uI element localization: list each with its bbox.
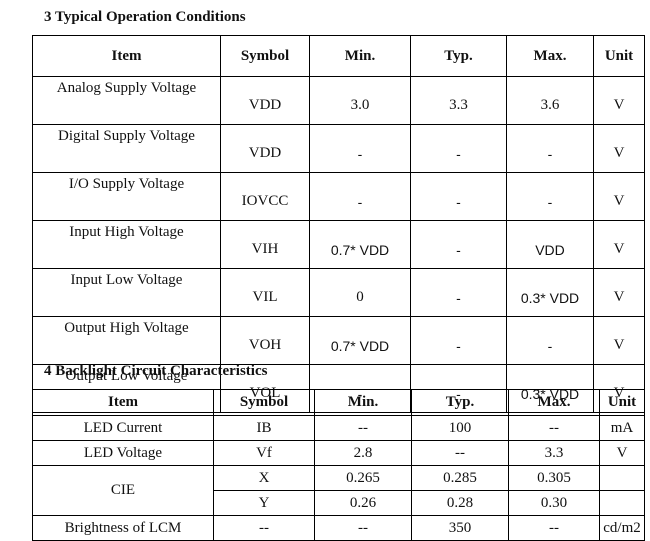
header-typ: Typ. <box>410 35 507 77</box>
table-header-row: Item Symbol Min. Typ. Max. Unit <box>32 35 645 77</box>
cell-min: 0.26 <box>314 490 412 516</box>
cell-symbol: Vf <box>213 440 315 466</box>
cell-unit: V <box>593 268 645 317</box>
cell-typ: - <box>410 124 507 173</box>
table-row: Digital Supply Voltage VDD - - - V <box>32 124 645 173</box>
header-symbol: Symbol <box>213 389 315 416</box>
cell-typ: - <box>410 220 507 269</box>
cell-item: Input Low Voltage <box>32 268 221 317</box>
header-typ: Typ. <box>411 389 509 416</box>
cell-symbol: VDD <box>220 76 310 125</box>
table-row: Analog Supply Voltage VDD 3.0 3.3 3.6 V <box>32 76 645 125</box>
cell-min: -- <box>314 415 412 441</box>
cell-typ: 350 <box>411 515 509 541</box>
cell-unit: mA <box>599 415 645 441</box>
cell-item: LED Voltage <box>32 440 214 466</box>
table-row: LED Voltage Vf 2.8 -- 3.3 V <box>32 440 645 466</box>
table-row: I/O Supply Voltage IOVCC - - - V <box>32 172 645 221</box>
cell-max: - <box>506 172 594 221</box>
cell-min: 0 <box>309 268 411 317</box>
table-row: Y 0.26 0.28 0.30 <box>33 490 645 516</box>
cell-max: 0.3* VDD <box>506 268 594 317</box>
cell-min: - <box>309 172 411 221</box>
header-item: Item <box>32 35 221 77</box>
cell-min: - <box>309 124 411 173</box>
cell-unit <box>599 490 645 516</box>
cell-typ: - <box>410 316 507 365</box>
cell-unit: cd/m2 <box>599 515 645 541</box>
cell-typ: 0.28 <box>411 490 509 516</box>
header-max: Max. <box>508 389 600 416</box>
header-unit: Unit <box>599 389 645 416</box>
header-min: Min. <box>309 35 411 77</box>
cell-symbol: Y <box>213 490 315 516</box>
table-row: Output High Voltage VOH 0.7* VDD - - V <box>32 316 645 365</box>
cell-typ: 3.3 <box>410 76 507 125</box>
cell-max: 3.6 <box>506 76 594 125</box>
cell-typ: -- <box>411 440 509 466</box>
table-row: LED Current IB -- 100 -- mA <box>32 415 645 441</box>
cell-unit: V <box>593 172 645 221</box>
cell-item: LED Current <box>32 415 214 441</box>
cell-typ: - <box>410 268 507 317</box>
cell-symbol: IOVCC <box>220 172 310 221</box>
section-3-title: 3 Typical Operation Conditions <box>44 9 246 25</box>
cell-symbol: VIL <box>220 268 310 317</box>
cell-max: 3.3 <box>508 440 600 466</box>
header-item: Item <box>32 389 214 416</box>
cell-item: Input High Voltage <box>32 220 221 269</box>
cell-symbol: VDD <box>220 124 310 173</box>
table-row: Input High Voltage VIH 0.7* VDD - VDD V <box>32 220 645 269</box>
cell-item: Analog Supply Voltage <box>32 76 221 125</box>
cell-max: - <box>506 124 594 173</box>
cell-max: 0.305 <box>508 465 600 491</box>
section-4-title: 4 Backlight Circuit Characteristics <box>44 363 268 379</box>
cell-typ: - <box>410 172 507 221</box>
backlight-characteristics-table: Item Symbol Min. Typ. Max. Unit LED Curr… <box>32 389 645 541</box>
cell-symbol: -- <box>213 515 315 541</box>
cell-item: Brightness of LCM <box>32 515 214 541</box>
cell-unit: V <box>593 316 645 365</box>
cell-symbol: IB <box>213 415 315 441</box>
cell-typ: 0.285 <box>411 465 509 491</box>
table-header-row: Item Symbol Min. Typ. Max. Unit <box>32 389 645 416</box>
cell-min: 2.8 <box>314 440 412 466</box>
cell-item: Output High Voltage <box>32 316 221 365</box>
cell-item: I/O Supply Voltage <box>32 172 221 221</box>
header-max: Max. <box>506 35 594 77</box>
cell-max: -- <box>508 515 600 541</box>
cell-min: 3.0 <box>309 76 411 125</box>
cell-unit: V <box>593 124 645 173</box>
cell-item: Digital Supply Voltage <box>32 124 221 173</box>
table-row: Input Low Voltage VIL 0 - 0.3* VDD V <box>32 268 645 317</box>
cell-unit: V <box>593 76 645 125</box>
table-row: CIE X 0.265 0.285 0.305 <box>32 465 645 516</box>
cell-min: 0.7* VDD <box>309 220 411 269</box>
cell-symbol: VOH <box>220 316 310 365</box>
cell-typ: 100 <box>411 415 509 441</box>
cell-max: -- <box>508 415 600 441</box>
header-symbol: Symbol <box>220 35 310 77</box>
table-row: Brightness of LCM -- -- 350 -- cd/m2 <box>32 515 645 541</box>
cell-max: 0.30 <box>508 490 600 516</box>
header-min: Min. <box>314 389 412 416</box>
cell-min: -- <box>314 515 412 541</box>
cell-min: 0.265 <box>314 465 412 491</box>
cell-symbol: X <box>213 465 315 491</box>
header-unit: Unit <box>593 35 645 77</box>
cell-symbol: VIH <box>220 220 310 269</box>
cell-max: VDD <box>506 220 594 269</box>
cell-unit: V <box>593 220 645 269</box>
cell-unit <box>599 465 645 491</box>
cell-item-cie: CIE <box>32 465 214 516</box>
cell-unit: V <box>599 440 645 466</box>
cell-min: 0.7* VDD <box>309 316 411 365</box>
operation-conditions-table: Item Symbol Min. Typ. Max. Unit Analog S… <box>32 35 645 413</box>
cell-max: - <box>506 316 594 365</box>
